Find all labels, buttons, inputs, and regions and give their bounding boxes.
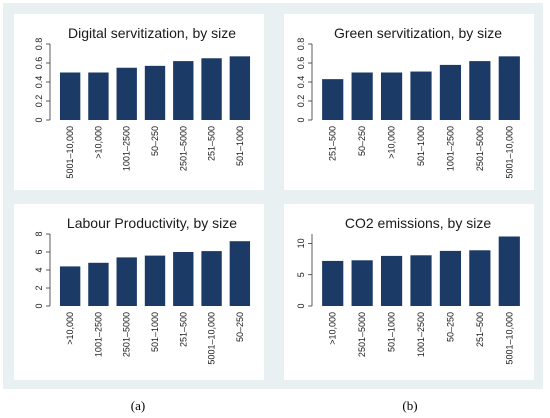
- x-tick-label: 5001–10,000: [65, 126, 75, 179]
- bar: [144, 255, 166, 306]
- x-tick-label: 251–500: [207, 126, 217, 161]
- x-tick-label: 251–500: [328, 126, 338, 161]
- y-tick-label: 0: [34, 117, 44, 122]
- x-tick-label: 5001–10,000: [504, 126, 514, 179]
- bar: [351, 260, 373, 306]
- x-tick-label: 2501–5000: [357, 312, 367, 357]
- panel-background: [14, 14, 264, 190]
- x-tick-label: 2501–5000: [122, 312, 132, 357]
- chart-title: Digital servitization, by size: [68, 25, 236, 41]
- bar: [144, 65, 166, 120]
- panel-green-servitization: Green servitization, by size 0 0.2 0.4 0.6 0.…: [284, 14, 534, 190]
- y-tick-label: 0.2: [296, 95, 306, 108]
- x-tick-label: 1001–2500: [416, 312, 426, 357]
- x-tick-label: 50–250: [150, 126, 160, 156]
- bar: [322, 260, 344, 306]
- bar: [116, 67, 137, 120]
- x-tick-label: 501–1000: [235, 126, 245, 166]
- panel-digital-servitization: Digital servitization, by size 0 0.2 0.4 0.6…: [14, 14, 264, 190]
- x-tick-label: 2501–5000: [475, 126, 485, 171]
- bar: [380, 72, 403, 120]
- y-tick-label: 0.8: [296, 38, 306, 51]
- x-tick-label: 251–500: [178, 312, 188, 347]
- x-tick-label: >10,000: [65, 312, 75, 345]
- x-tick-label: >10,000: [387, 126, 397, 159]
- y-tick-label: 10: [296, 238, 306, 248]
- x-tick-label: 2501–5000: [178, 126, 188, 171]
- y-tick-label: 0.8: [34, 38, 44, 51]
- chart-title: CO2 emissions, by size: [345, 215, 491, 231]
- bar: [351, 72, 373, 120]
- x-tick-label: 5001–10,000: [207, 312, 217, 365]
- bar: [59, 72, 81, 120]
- bar: [469, 61, 491, 120]
- x-tick-label: 501–1000: [150, 312, 160, 352]
- y-tick-label: 0.6: [296, 57, 306, 70]
- y-tick-label: 0: [296, 117, 306, 122]
- x-tick-label: 5001–10,000: [504, 312, 514, 365]
- x-tick-label: 501–1000: [387, 312, 397, 352]
- y-tick-label: 0.2: [34, 95, 44, 108]
- sublabel-a: (a): [131, 398, 145, 413]
- bar: [229, 241, 251, 306]
- x-tick-label: 501–1000: [416, 126, 426, 166]
- y-tick-label: 0: [296, 303, 306, 308]
- sublabel-b: (b): [402, 398, 417, 413]
- x-tick-label: >10,000: [328, 312, 338, 345]
- y-tick-label: 0.6: [34, 57, 44, 70]
- x-tick-label: 50–250: [235, 312, 245, 342]
- bar: [322, 79, 344, 120]
- bar: [439, 64, 462, 120]
- x-tick-label: 251–500: [475, 312, 485, 347]
- bar: [88, 72, 109, 120]
- bar: [173, 61, 194, 120]
- y-tick-label: 2: [34, 285, 44, 290]
- bar: [173, 252, 194, 306]
- bar: [201, 251, 222, 306]
- y-tick-label: 4: [34, 267, 44, 272]
- x-tick-label: 50–250: [445, 312, 455, 342]
- bar: [59, 266, 81, 306]
- bar: [201, 58, 222, 120]
- bar: [116, 257, 137, 306]
- x-tick-label: 1001–2500: [445, 126, 455, 171]
- bar: [88, 262, 109, 306]
- x-tick-label: 1001–2500: [93, 312, 103, 357]
- chart-title: Labour Productivity, by size: [67, 215, 237, 231]
- x-tick-label: 50–250: [357, 126, 367, 156]
- chart-title: Green servitization, by size: [334, 25, 502, 41]
- bar: [229, 56, 251, 120]
- x-tick-label: 1001–2500: [122, 126, 132, 171]
- bar: [380, 255, 403, 306]
- bar: [498, 56, 520, 120]
- y-tick-label: 0.4: [296, 76, 306, 89]
- bar: [498, 236, 520, 306]
- y-tick-label: 6: [34, 249, 44, 254]
- panel-co2-emissions: CO2 emissions, by size 0 5 10 >10,000 2501–50…: [284, 204, 534, 380]
- y-tick-label: 0.4: [34, 76, 44, 89]
- bar: [469, 250, 491, 306]
- bar: [410, 255, 432, 306]
- y-tick-label: 8: [34, 231, 44, 236]
- bar: [410, 71, 432, 120]
- y-tick-label: 5: [296, 272, 306, 277]
- x-tick-label: >10,000: [93, 126, 103, 159]
- panel-labour-productivity: Labour Productivity, by size 0 2 4 6 8 >10,000…: [14, 204, 264, 380]
- bar: [439, 250, 462, 306]
- panel-background: [14, 204, 264, 380]
- y-tick-label: 0: [34, 303, 44, 308]
